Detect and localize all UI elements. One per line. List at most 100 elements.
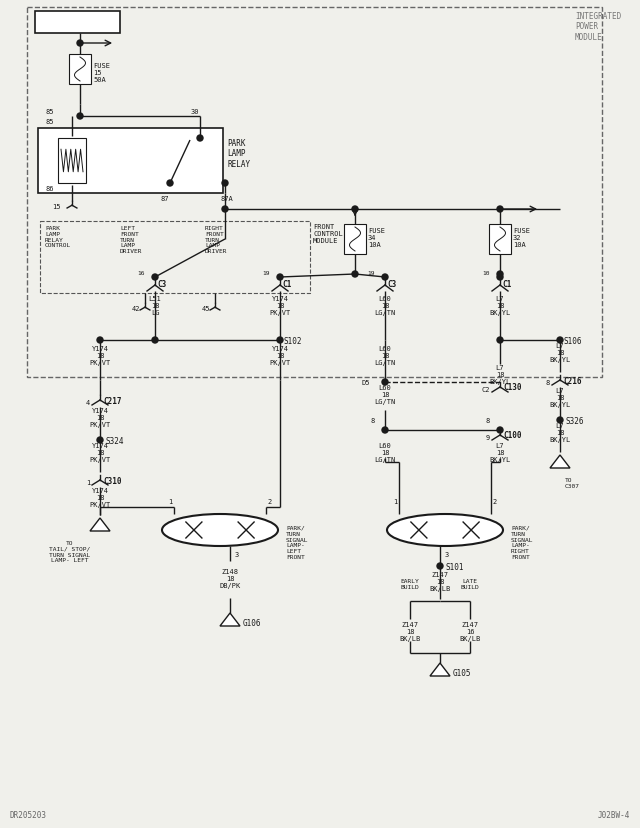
- Text: L7
18
BK/YL: L7 18 BK/YL: [549, 422, 571, 442]
- Text: C1: C1: [282, 280, 291, 289]
- Text: C130: C130: [503, 383, 522, 392]
- Text: A: A: [100, 522, 104, 528]
- Circle shape: [497, 338, 503, 344]
- Text: Z147
18
BK/LB: Z147 18 BK/LB: [399, 621, 420, 641]
- Circle shape: [382, 275, 388, 281]
- Text: 85: 85: [45, 119, 54, 125]
- Text: 9: 9: [486, 435, 490, 440]
- Text: FUSE
34
10A: FUSE 34 10A: [368, 228, 385, 248]
- Text: D5: D5: [362, 379, 370, 386]
- Text: C2: C2: [481, 387, 490, 392]
- Circle shape: [382, 379, 388, 386]
- Text: Y174
18
PK/VT: Y174 18 PK/VT: [90, 442, 111, 463]
- Ellipse shape: [387, 514, 503, 546]
- Text: J02BW-4: J02BW-4: [598, 810, 630, 819]
- Text: 30: 30: [191, 108, 199, 115]
- Bar: [27, 8, 602, 378]
- Text: 4: 4: [86, 400, 90, 406]
- Circle shape: [382, 427, 388, 434]
- Text: PARK/
TURN
SIGNAL
LAMP-
LEFT
FRONT: PARK/ TURN SIGNAL LAMP- LEFT FRONT: [286, 525, 308, 560]
- Text: 19: 19: [367, 271, 375, 276]
- Text: S101: S101: [445, 562, 463, 570]
- Text: C100: C100: [503, 431, 522, 440]
- Text: Z148
18
DB/PK: Z148 18 DB/PK: [220, 568, 241, 588]
- Text: C310: C310: [103, 476, 122, 485]
- Text: L7
18
BK/YL: L7 18 BK/YL: [549, 343, 571, 363]
- Text: INTEGRATED
POWER
MODULE: INTEGRATED POWER MODULE: [575, 12, 621, 41]
- Text: BATT A0: BATT A0: [59, 18, 96, 27]
- Text: 8: 8: [546, 379, 550, 386]
- Bar: [40, 222, 310, 294]
- Text: L60
18
LG/TN: L60 18 LG/TN: [374, 345, 396, 365]
- Circle shape: [167, 181, 173, 187]
- Text: DR205203: DR205203: [10, 810, 47, 819]
- Text: Y174
18
PK/VT: Y174 18 PK/VT: [90, 345, 111, 365]
- Text: 15: 15: [52, 204, 61, 209]
- Text: L60
18
LG/TN: L60 18 LG/TN: [374, 296, 396, 315]
- Text: C216: C216: [563, 376, 582, 385]
- Text: 8: 8: [486, 417, 490, 423]
- Text: G105: G105: [453, 669, 472, 677]
- Text: 86: 86: [45, 185, 54, 192]
- Circle shape: [222, 207, 228, 213]
- Text: 85: 85: [45, 108, 54, 115]
- Text: 1: 1: [86, 479, 90, 485]
- Text: S106: S106: [563, 336, 582, 345]
- Circle shape: [97, 437, 103, 444]
- Text: 8: 8: [560, 460, 564, 465]
- Text: G106: G106: [243, 619, 262, 628]
- Text: Y174
18
PK/VT: Y174 18 PK/VT: [90, 407, 111, 427]
- Text: 87A: 87A: [221, 195, 234, 202]
- Circle shape: [437, 563, 443, 570]
- Circle shape: [497, 272, 503, 277]
- Text: L7
18
BK/YL: L7 18 BK/YL: [490, 442, 511, 463]
- Circle shape: [497, 275, 503, 281]
- Text: 42: 42: [131, 306, 140, 311]
- Circle shape: [557, 417, 563, 423]
- Polygon shape: [430, 663, 450, 676]
- Text: C3: C3: [387, 280, 396, 289]
- Circle shape: [97, 338, 103, 344]
- Circle shape: [497, 207, 503, 213]
- Text: 16: 16: [138, 271, 145, 276]
- Circle shape: [222, 181, 228, 187]
- Circle shape: [352, 272, 358, 277]
- Text: TO
TAIL/ STOP/
TURN SIGNAL
LAMP- LEFT: TO TAIL/ STOP/ TURN SIGNAL LAMP- LEFT: [49, 541, 91, 563]
- Text: 45: 45: [202, 306, 210, 311]
- Bar: [58, 139, 86, 184]
- Text: L60
18
LG/TN: L60 18 LG/TN: [374, 442, 396, 463]
- Text: Y174
18
PK/VT: Y174 18 PK/VT: [269, 345, 291, 365]
- Circle shape: [277, 338, 283, 344]
- Bar: [38, 129, 223, 194]
- Text: Y174
18
PK/VT: Y174 18 PK/VT: [269, 296, 291, 315]
- Text: 3: 3: [235, 551, 239, 557]
- Text: 19: 19: [262, 271, 270, 276]
- Bar: [489, 224, 511, 255]
- Text: Y174
18
PK/VT: Y174 18 PK/VT: [90, 488, 111, 508]
- Circle shape: [77, 41, 83, 47]
- Ellipse shape: [162, 514, 278, 546]
- Text: L7
18
BK/YL: L7 18 BK/YL: [490, 364, 511, 384]
- Text: FRONT
CONTROL
MODULE: FRONT CONTROL MODULE: [313, 224, 343, 243]
- Text: L7
18
BK/YL: L7 18 BK/YL: [549, 388, 571, 407]
- Circle shape: [152, 275, 158, 281]
- Text: 87: 87: [161, 195, 169, 202]
- Text: S326: S326: [565, 416, 584, 425]
- Text: C3: C3: [157, 280, 166, 289]
- Text: PARK
LAMP
RELAY
CONTROL: PARK LAMP RELAY CONTROL: [45, 226, 71, 248]
- Circle shape: [497, 427, 503, 434]
- Text: S324: S324: [105, 436, 124, 445]
- Text: Z147
18
BK/LB: Z147 18 BK/LB: [429, 571, 451, 591]
- Circle shape: [152, 338, 158, 344]
- Text: TO
C307: TO C307: [565, 478, 580, 489]
- Circle shape: [197, 136, 203, 142]
- Text: EARLY
BUILD: EARLY BUILD: [401, 579, 419, 590]
- Text: PARK/
TURN
SIGNAL
LAMP-
RIGHT
FRONT: PARK/ TURN SIGNAL LAMP- RIGHT FRONT: [511, 525, 534, 560]
- Text: S102: S102: [283, 336, 301, 345]
- Text: L7
18
BK/YL: L7 18 BK/YL: [490, 296, 511, 315]
- Bar: [69, 55, 91, 85]
- Text: Z147
16
BK/LB: Z147 16 BK/LB: [460, 621, 481, 641]
- Text: 3: 3: [445, 551, 449, 557]
- Text: PARK
LAMP
RELAY: PARK LAMP RELAY: [227, 139, 250, 169]
- Text: 8: 8: [371, 417, 375, 423]
